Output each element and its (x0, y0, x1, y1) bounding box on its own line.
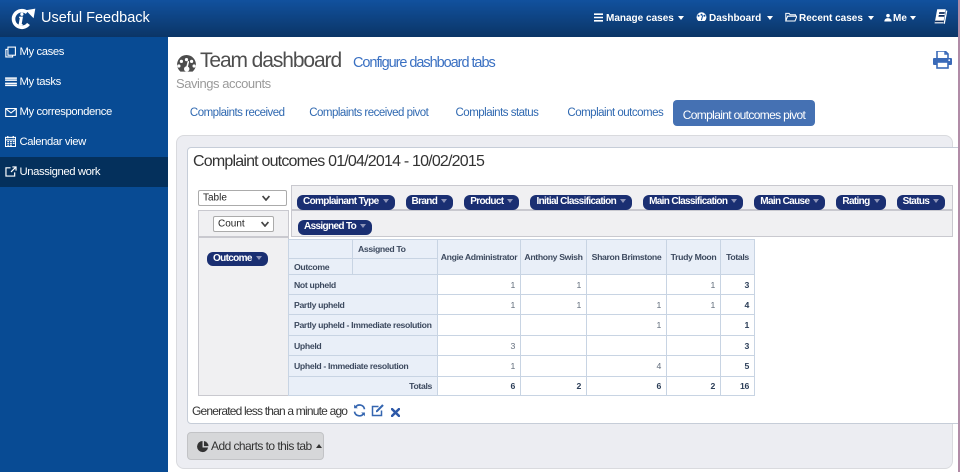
svg-text:i: i (19, 10, 24, 29)
